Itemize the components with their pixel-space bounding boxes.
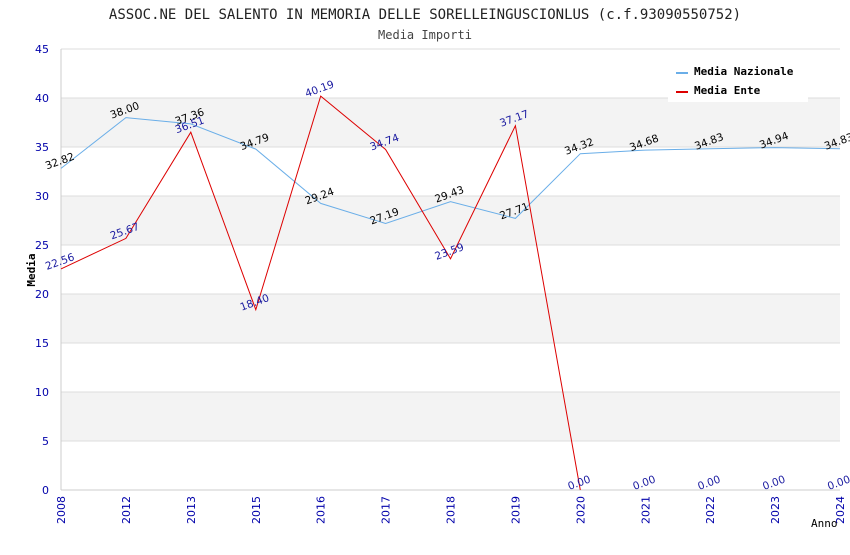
y-tick-label: 40	[35, 92, 49, 105]
x-tick-label: 2022	[704, 496, 717, 524]
y-tick-label: 25	[35, 239, 49, 252]
chart-title: ASSOC.NE DEL SALENTO IN MEMORIA DELLE SO…	[109, 7, 741, 23]
x-tick-label: 2013	[185, 496, 198, 524]
series-line-media-nazionale	[60, 117, 841, 225]
background-band	[61, 196, 840, 245]
data-label-media-ente: 40.19	[303, 79, 335, 101]
x-tick-label: 2024	[834, 496, 847, 524]
x-tick-label: 2015	[250, 496, 263, 524]
x-tick-label: 2023	[769, 496, 782, 524]
background-band	[61, 98, 840, 147]
grid-lines	[61, 48, 840, 491]
x-tick-label: 2008	[55, 496, 68, 524]
y-tick-label: 15	[35, 337, 49, 350]
x-tick-label: 2019	[509, 496, 522, 524]
series-line-media-ente	[60, 95, 581, 491]
x-tick-label: 2020	[574, 496, 587, 524]
x-tick-label: 2017	[380, 496, 393, 524]
series-lines	[60, 95, 841, 491]
x-tick-label: 2018	[445, 496, 458, 524]
x-tick-label: 2012	[120, 496, 133, 524]
background-band	[61, 294, 840, 343]
y-tick-label: 10	[35, 386, 49, 399]
x-tick-labels: 2008 2012 2013 2015 2016 2017 2018 2019 2020 2021…	[55, 496, 847, 524]
y-tick-label: 35	[35, 141, 49, 154]
y-tick-label: 45	[35, 43, 49, 56]
data-label-media-nazionale: 32.82	[44, 151, 76, 173]
x-axis-label: Anno	[811, 517, 838, 530]
legend-label-media-nazionale: Media Nazionale	[694, 65, 794, 78]
background-bands	[61, 98, 840, 441]
x-tick-label: 2016	[315, 496, 328, 524]
y-tick-label: 30	[35, 190, 49, 203]
data-label-media-ente: 0.00	[826, 474, 850, 493]
y-tick-label: 0	[42, 484, 49, 497]
legend: Media Nazionale Media Ente	[668, 60, 808, 102]
y-tick-labels: 0 5 10 15 20 25 30 35 40 45	[35, 43, 49, 497]
background-band	[61, 392, 840, 441]
y-axis-label: Media	[25, 253, 38, 286]
data-label-media-ente: 22.56	[44, 251, 77, 273]
legend-label-media-ente: Media Ente	[694, 84, 761, 97]
y-tick-label: 20	[35, 288, 49, 301]
x-tick-label: 2021	[639, 496, 652, 524]
axes	[60, 49, 840, 491]
chart-subtitle: Media Importi	[378, 28, 472, 42]
legend-box	[668, 60, 808, 102]
y-tick-label: 5	[42, 435, 49, 448]
